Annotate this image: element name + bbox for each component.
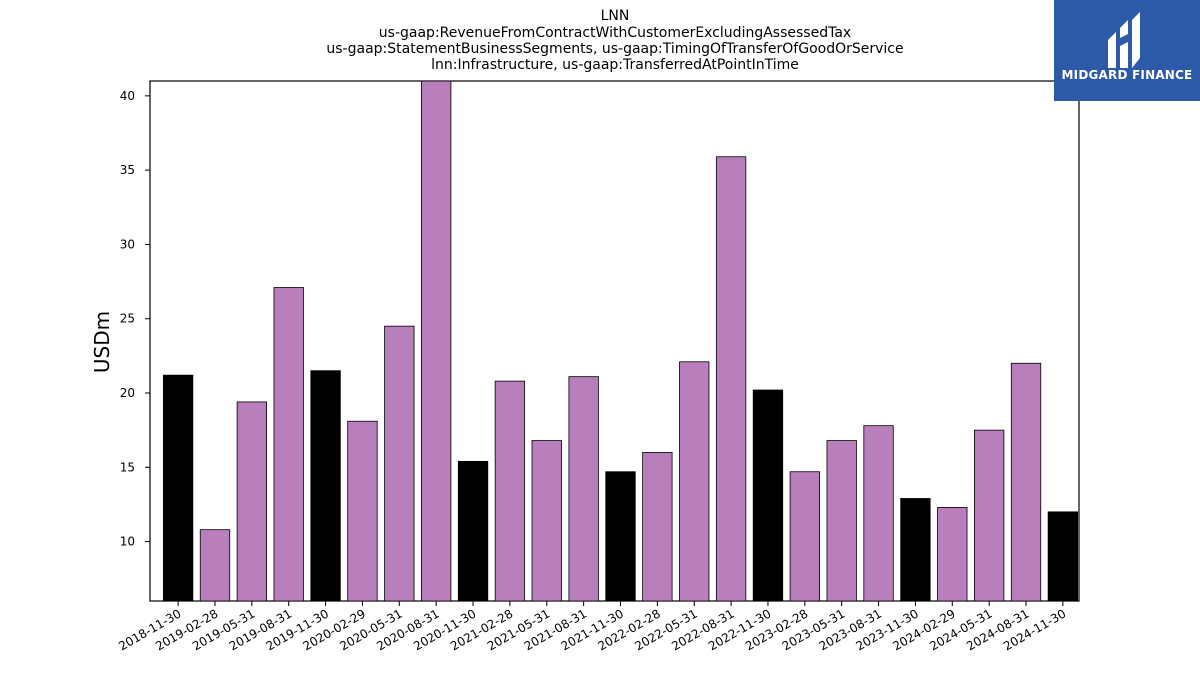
y-tick-label: 15	[120, 460, 135, 474]
bar-2022-11-30	[752, 389, 784, 602]
logo-text: MIDGARD FINANCE	[1061, 68, 1193, 82]
bar-2020-02-29	[347, 420, 378, 602]
bar-2020-08-31	[421, 80, 452, 602]
bar-2022-05-31	[679, 361, 710, 602]
bar-2023-02-28	[789, 471, 820, 602]
y-tick-label: 35	[120, 163, 135, 177]
bar-2021-08-31	[568, 376, 599, 602]
y-tick-label: 20	[120, 386, 135, 400]
midgard-logo-icon	[1108, 12, 1140, 68]
title-line-2: us-gaap:RevenueFromContractWithCustomerE…	[379, 25, 851, 41]
bar-2019-02-28	[199, 529, 231, 602]
bar-2019-11-30	[310, 370, 341, 602]
y-axis: 10 15 20 25 30 35 40	[120, 89, 150, 549]
bar-2021-05-31	[531, 440, 562, 602]
bar-2024-05-31	[974, 429, 1005, 602]
title-line-4: lnn:Infrastructure, us-gaap:TransferredA…	[431, 57, 799, 73]
bar-2020-05-31	[384, 325, 415, 602]
y-tick-label: 40	[120, 89, 135, 103]
bar-2023-11-30	[900, 498, 931, 602]
bar-2022-02-28	[642, 452, 673, 602]
bar-2020-11-30	[457, 460, 489, 602]
bar-2019-05-31	[236, 401, 267, 602]
midgard-finance-logo: MIDGARD FINANCE	[1054, 0, 1200, 101]
bar-2022-08-31	[715, 156, 747, 602]
bar-2024-02-29	[937, 506, 968, 602]
chart-title: LNN us-gaap:RevenueFromContractWithCusto…	[326, 8, 903, 73]
bar-series	[162, 80, 1079, 602]
bar-2024-08-31	[1010, 362, 1042, 602]
bar-2024-11-30	[1047, 511, 1079, 602]
bar-2021-02-28	[494, 380, 526, 602]
y-axis-label: USDm	[90, 311, 114, 373]
title-line-3: us-gaap:StatementBusinessSegments, us-ga…	[326, 41, 903, 57]
y-tick-label: 30	[120, 237, 135, 251]
bar-2019-08-31	[273, 287, 304, 602]
title-line-1: LNN	[601, 8, 630, 24]
bar-2021-11-30	[605, 471, 636, 602]
bar-2023-08-31	[863, 425, 894, 602]
y-tick-label: 25	[120, 312, 135, 326]
y-tick-label: 10	[120, 535, 135, 549]
bar-2018-11-30	[162, 374, 194, 602]
x-axis: 2018-11-302019-02-282019-05-312019-08-31…	[116, 601, 1068, 653]
bar-2023-05-31	[826, 440, 857, 602]
